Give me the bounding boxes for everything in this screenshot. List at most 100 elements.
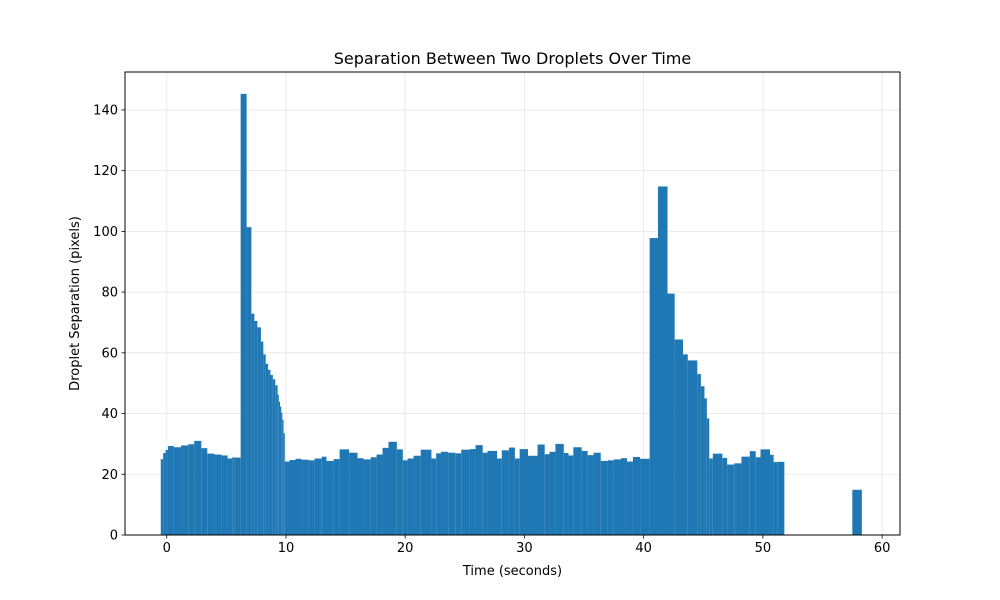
bar — [188, 444, 195, 535]
x-tick-label: 20 — [397, 541, 414, 556]
bar — [282, 419, 284, 535]
bar — [587, 455, 594, 535]
bar — [600, 460, 608, 535]
bar — [501, 450, 509, 535]
bar — [755, 457, 761, 535]
x-tick-label: 0 — [163, 541, 171, 556]
y-tick-label: 140 — [93, 103, 118, 118]
bar — [537, 444, 545, 535]
bar — [508, 447, 515, 535]
chart-title: Separation Between Two Droplets Over Tim… — [334, 49, 691, 68]
bar — [514, 458, 520, 535]
bar — [396, 449, 403, 535]
bar — [593, 452, 601, 535]
bar — [272, 379, 276, 535]
bar — [280, 406, 282, 535]
bar — [240, 93, 247, 535]
bar — [674, 339, 683, 535]
bar — [308, 460, 315, 535]
bar — [455, 453, 462, 535]
bar — [706, 418, 710, 535]
bar — [549, 451, 556, 535]
x-tick-label: 30 — [516, 541, 533, 556]
bar — [349, 452, 358, 535]
bar — [160, 459, 164, 535]
bar — [482, 452, 488, 535]
bar — [388, 441, 397, 535]
bar — [563, 453, 569, 535]
x-tick-label: 60 — [874, 541, 891, 556]
bar — [357, 458, 364, 535]
bar — [194, 440, 202, 535]
bar — [461, 449, 470, 535]
bar — [301, 459, 309, 535]
bar — [382, 447, 389, 535]
plot-frame — [124, 71, 901, 536]
bar — [221, 455, 228, 535]
bar — [649, 238, 658, 535]
bar — [265, 363, 269, 535]
bar — [326, 460, 334, 535]
bar — [413, 455, 421, 535]
bar — [181, 445, 189, 535]
bar — [697, 374, 701, 535]
bar — [227, 458, 233, 535]
bar — [657, 186, 668, 536]
bar — [251, 313, 255, 535]
y-axis-label: Droplet Separation (pixels) — [68, 216, 83, 391]
bar — [281, 412, 283, 535]
bar-series — [160, 93, 862, 536]
bar — [640, 458, 650, 535]
y-tick-label: 20 — [101, 468, 118, 483]
bar — [321, 456, 327, 535]
bar — [214, 454, 222, 535]
bar — [257, 327, 261, 535]
bar — [760, 449, 771, 535]
bar — [722, 457, 728, 535]
bar — [283, 433, 285, 535]
bar — [741, 456, 750, 535]
bar — [436, 453, 441, 535]
bar — [234, 457, 241, 535]
bar — [770, 454, 774, 535]
bar — [581, 450, 588, 535]
bar — [852, 489, 862, 535]
bar — [270, 374, 273, 535]
bar — [568, 455, 574, 535]
bar — [173, 447, 182, 535]
bar — [363, 459, 371, 535]
bar — [475, 445, 483, 535]
bar — [278, 401, 280, 535]
y-tick-label: 100 — [93, 225, 118, 240]
bar — [207, 453, 215, 535]
bar — [167, 446, 174, 535]
bar — [519, 449, 528, 535]
bar — [431, 458, 437, 535]
bar — [683, 354, 688, 535]
bar — [268, 369, 271, 535]
bar — [376, 454, 383, 535]
bar — [295, 458, 302, 535]
bar — [727, 464, 735, 535]
bar — [773, 462, 778, 535]
bar — [277, 394, 279, 535]
bar — [314, 458, 322, 535]
x-tick-label: 50 — [755, 541, 772, 556]
bar — [607, 460, 614, 535]
y-tick-label: 60 — [101, 346, 118, 361]
bar — [487, 450, 497, 535]
bar — [667, 293, 675, 535]
bar — [289, 460, 296, 535]
bar — [402, 460, 408, 535]
bar — [163, 453, 166, 535]
bar — [544, 454, 550, 535]
bar — [254, 320, 258, 535]
x-tick-label: 40 — [635, 541, 652, 556]
bar — [263, 354, 266, 535]
bar — [573, 447, 582, 535]
bar — [497, 458, 502, 535]
bar — [709, 458, 713, 535]
bar — [749, 451, 756, 535]
bar — [407, 458, 414, 535]
